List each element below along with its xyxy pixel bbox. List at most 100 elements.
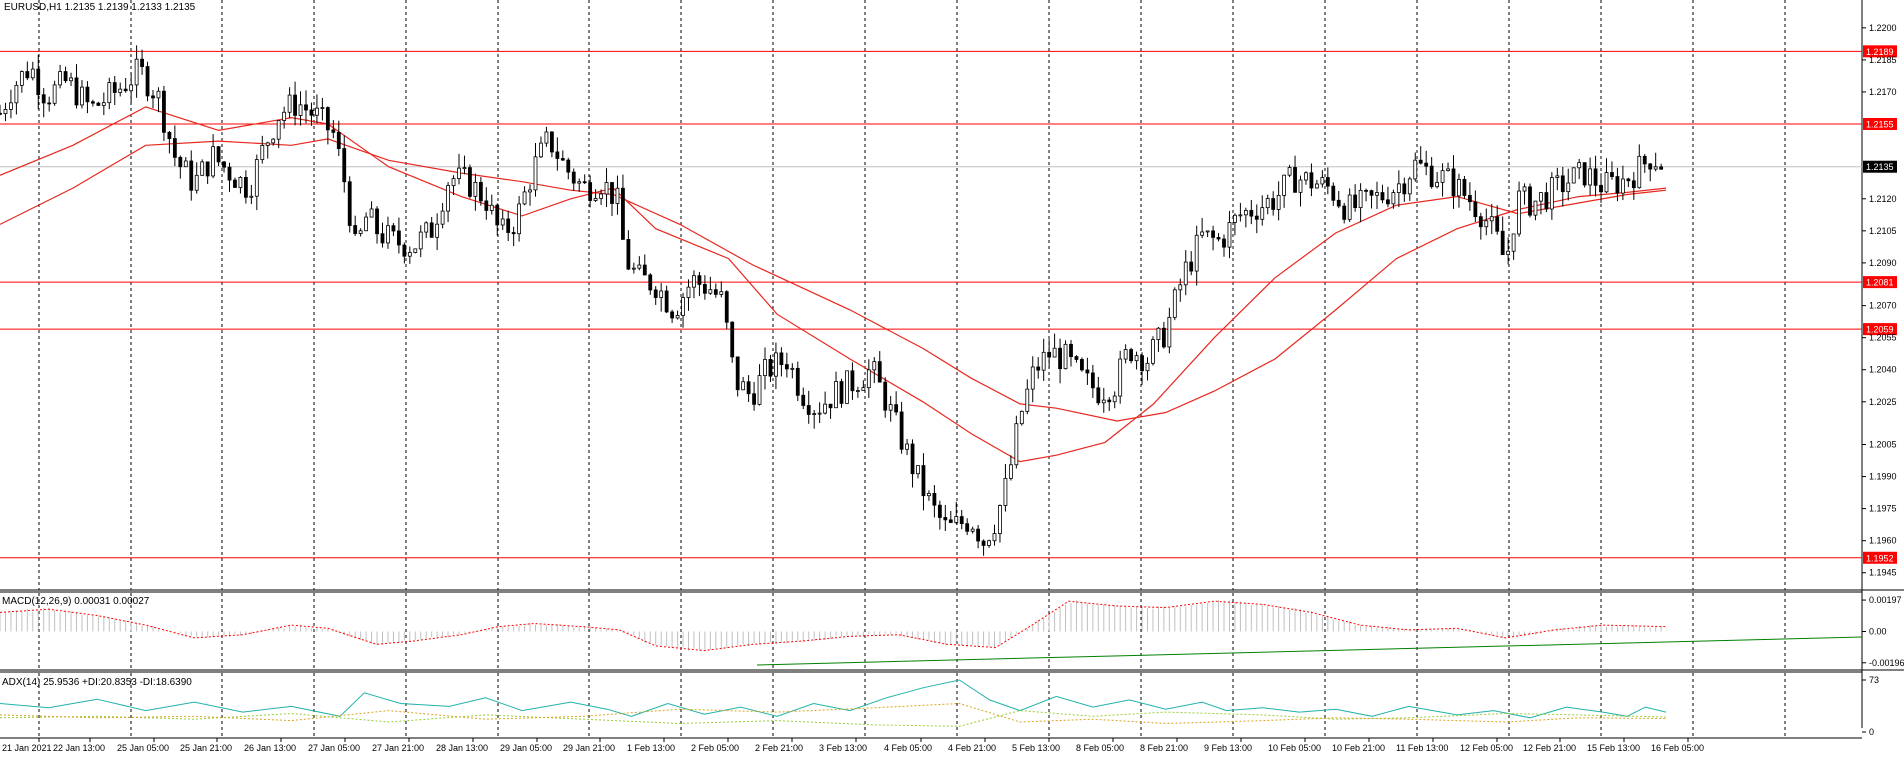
candle-body (1222, 238, 1226, 248)
candle-body (1304, 172, 1308, 181)
level-price-tag (1863, 276, 1897, 289)
candle-body (386, 225, 390, 244)
time-axis-label: 21 Jan 2021 (2, 743, 52, 753)
time-axis-label: 4 Feb 05:00 (884, 743, 932, 753)
candle-body (183, 160, 188, 168)
candle-body (380, 233, 385, 244)
candle-body (877, 361, 882, 383)
candle-body (1369, 190, 1374, 196)
candle-body (555, 151, 560, 159)
candle-body (1276, 195, 1281, 210)
candle-body (1604, 172, 1609, 193)
candle-body (692, 275, 696, 288)
candle-body (413, 248, 418, 253)
candle-body (282, 111, 287, 121)
candle-body (96, 102, 101, 106)
candle-body (828, 403, 833, 409)
candle-body (533, 156, 538, 191)
adx-pane: 73 0 (0, 675, 1879, 737)
price-pane[interactable] (0, 0, 1862, 590)
candle-body (342, 148, 347, 183)
candle-body (162, 90, 166, 133)
candle-body (249, 195, 254, 198)
di-minus-line (0, 702, 1667, 725)
candle-body (1429, 165, 1434, 188)
candle-body (604, 182, 609, 195)
candle-body (200, 161, 205, 176)
candle-body (1642, 155, 1647, 165)
candle-body (293, 94, 297, 116)
candle-body (1052, 347, 1057, 358)
candle-body (189, 160, 194, 191)
candle-body (1030, 366, 1035, 390)
candle-body (194, 174, 199, 191)
candle-body (976, 528, 981, 542)
candle-body (1396, 183, 1401, 193)
candle-body (107, 82, 112, 104)
candle-body (1533, 200, 1538, 216)
candle-body (1615, 176, 1620, 194)
level-price-tag (1863, 45, 1897, 58)
time-axis-label: 10 Feb 05:00 (1268, 743, 1321, 753)
candle-body (823, 403, 828, 414)
candle-body (369, 208, 374, 218)
macd-pane: 0.00197 0.00 -0.00196 (0, 595, 1904, 668)
candle-body (1238, 214, 1243, 217)
candle-body (243, 176, 248, 198)
candle-body (478, 181, 483, 202)
candle-body (1528, 186, 1532, 216)
candle-body (637, 264, 642, 269)
candle-body (1090, 372, 1095, 389)
current-price-label: 1.2135 (1866, 162, 1894, 172)
candle-body (287, 94, 292, 113)
candle-body (1036, 366, 1041, 371)
candle-body (90, 101, 95, 104)
candle-body (1265, 198, 1270, 209)
time-axis-label: 29 Jan 21:00 (563, 743, 615, 753)
time-axis-label: 28 Jan 13:00 (436, 743, 488, 753)
candle-body (970, 528, 975, 532)
candle-body (1446, 168, 1450, 172)
price-tick-label: 1.1960 (1869, 536, 1897, 546)
time-axis-label: 5 Feb 13:00 (1012, 743, 1060, 753)
candle-body (63, 71, 68, 82)
candle-body (167, 131, 172, 139)
candle-body (1353, 194, 1358, 209)
candle-body (1539, 192, 1543, 202)
candle-body (1183, 261, 1188, 286)
candle-body (894, 404, 899, 413)
candle-body (855, 390, 860, 392)
moving-averages (0, 106, 1667, 463)
candle-body (276, 120, 281, 140)
candle-body (1134, 355, 1139, 362)
horizontal-levels[interactable] (0, 50, 1862, 559)
candle-body (1014, 423, 1019, 466)
candle-body (19, 71, 24, 86)
candle-body (205, 161, 210, 177)
candle-body (424, 222, 429, 233)
candle-body (1402, 183, 1407, 195)
candle-body (845, 370, 849, 404)
candle-body (659, 290, 664, 298)
candle-body (812, 413, 817, 415)
macd-axis-label: 0.00 (1869, 627, 1887, 637)
candle-body (1156, 327, 1161, 340)
candle-body (172, 138, 177, 158)
candle-body (1522, 186, 1527, 192)
candle-body (1271, 198, 1276, 210)
candle-body (1478, 216, 1483, 228)
time-axis-label: 12 Feb 21:00 (1523, 743, 1576, 753)
candle-body (888, 404, 893, 411)
candle-body (309, 109, 314, 116)
candle-body (265, 142, 270, 146)
candle-body (1041, 351, 1046, 371)
candle-body (134, 58, 139, 86)
adx-axis-label: 0 (1869, 727, 1874, 737)
candle-body (806, 405, 811, 415)
candle-body (1314, 183, 1319, 189)
time-axis-label: 27 Jan 05:00 (308, 743, 360, 753)
macd-trendline (756, 636, 1863, 666)
candle-body (1653, 166, 1658, 170)
candle-body (511, 232, 516, 235)
